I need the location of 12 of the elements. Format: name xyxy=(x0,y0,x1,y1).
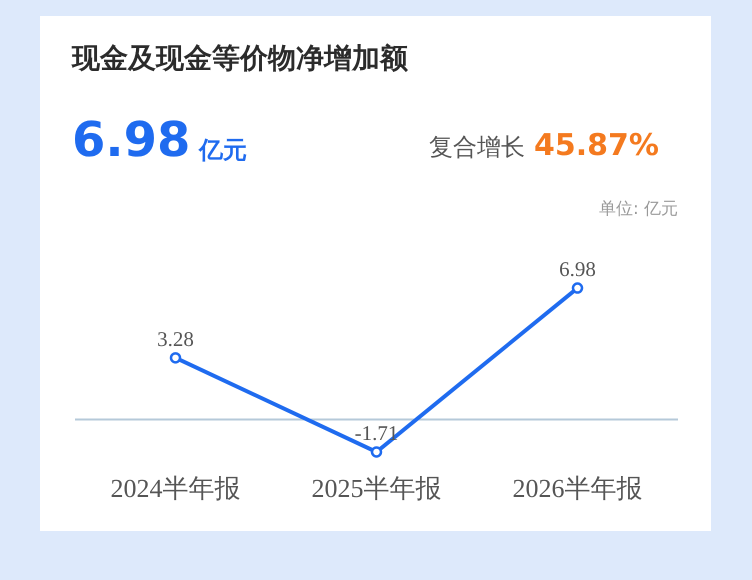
data-label: 3.28 xyxy=(157,326,194,351)
text: 45.87% xyxy=(534,128,659,163)
x-tick-label: 2026半年报 xyxy=(512,474,642,503)
text: 单位: 亿元 xyxy=(599,199,678,219)
data-label: -1.71 xyxy=(354,421,398,446)
data-label: 6.98 xyxy=(559,257,596,282)
x-tick-label: 2025半年报 xyxy=(312,474,442,503)
chart-title: 现金及现金等价物净增加额 xyxy=(71,42,409,75)
text: 亿元 xyxy=(198,136,247,164)
text: 6.98 xyxy=(72,112,190,168)
x-tick-label: 2024半年报 xyxy=(110,474,240,503)
text: 复合增长 xyxy=(429,133,525,161)
